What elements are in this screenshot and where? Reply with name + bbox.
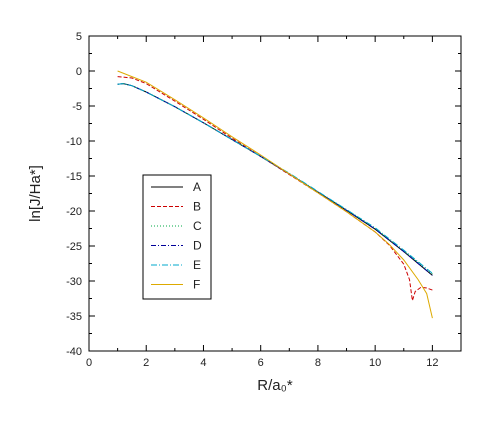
legend-label-b: B	[193, 200, 201, 214]
legend-label-e: E	[193, 258, 201, 272]
legend-label-c: C	[193, 219, 202, 233]
x-tick-label: 10	[369, 357, 381, 369]
y-tick-label: -5	[72, 101, 82, 113]
y-tick-label: -20	[66, 206, 82, 218]
y-tick-label: -40	[66, 346, 82, 358]
y-axis-ticks: 5 0 -5 -10 -15 -20 -25 -30 -35 -40	[66, 31, 461, 358]
x-tick-label: 2	[143, 357, 149, 369]
y-tick-label: -15	[66, 171, 82, 183]
x-tick-label: 4	[200, 357, 206, 369]
x-tick-label: 0	[86, 357, 92, 369]
y-tick-label: 5	[76, 31, 82, 43]
series-group	[117, 70, 433, 319]
x-tick-label: 12	[426, 357, 438, 369]
legend-label-a: A	[193, 180, 201, 194]
y-tick-label: -25	[66, 241, 82, 253]
y-tick-label: -30	[66, 276, 82, 288]
y-axis-label: ln[J/Ha*]	[27, 165, 44, 222]
y-tick-label: -10	[66, 136, 82, 148]
series-line-e	[117, 83, 433, 274]
y-axis-label-group: ln[J/Ha*]	[27, 165, 44, 222]
legend-box	[142, 174, 212, 300]
legend-label-f: F	[193, 278, 200, 292]
x-axis-ticks: 0 2 4 6 8 10 12	[86, 36, 439, 369]
y-tick-label: 0	[76, 66, 82, 78]
legend-label-d: D	[193, 239, 202, 253]
series-line-d	[117, 83, 433, 276]
y-tick-label: -35	[66, 311, 82, 323]
x-axis-label: R/a₀*	[257, 377, 293, 394]
series-line-f	[117, 70, 433, 319]
x-tick-label: 8	[315, 357, 321, 369]
x-tick-label: 6	[258, 357, 264, 369]
